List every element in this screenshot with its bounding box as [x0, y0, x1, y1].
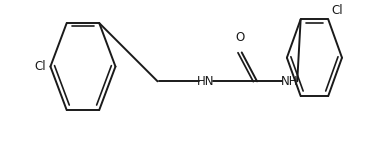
Text: HN: HN [197, 75, 214, 88]
Text: O: O [235, 31, 245, 44]
Text: Cl: Cl [331, 4, 343, 17]
Text: Cl: Cl [34, 60, 46, 73]
Text: NH: NH [281, 75, 298, 88]
